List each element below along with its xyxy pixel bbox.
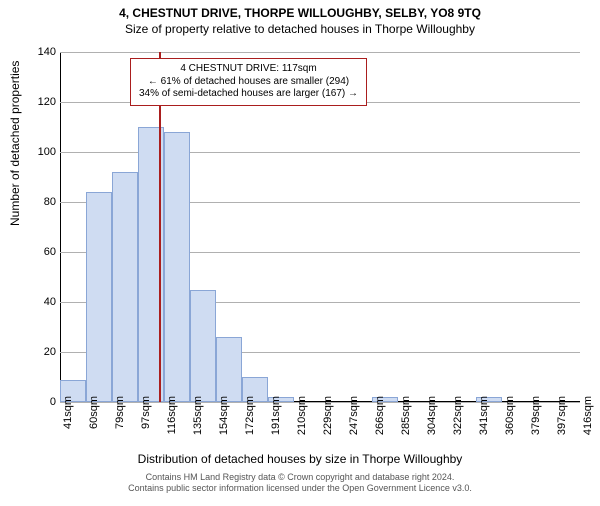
ytick-label: 120 bbox=[28, 96, 56, 108]
ytick-label: 40 bbox=[28, 296, 56, 308]
xtick-label: 60sqm bbox=[88, 396, 100, 429]
chart-subtitle: Size of property relative to detached ho… bbox=[0, 22, 600, 36]
xtick-label: 397sqm bbox=[556, 396, 568, 435]
gridline bbox=[60, 402, 580, 403]
ytick-label: 20 bbox=[28, 346, 56, 358]
xtick-label: 266sqm bbox=[374, 396, 386, 435]
xtick-label: 116sqm bbox=[166, 396, 178, 434]
xtick-label: 135sqm bbox=[192, 396, 204, 435]
x-axis-label: Distribution of detached houses by size … bbox=[0, 452, 600, 466]
annotation-line: 4 CHESTNUT DRIVE: 117sqm bbox=[139, 63, 358, 76]
xtick-label: 172sqm bbox=[244, 396, 256, 435]
y-axis-label: Number of detached properties bbox=[8, 61, 22, 226]
xtick-label: 79sqm bbox=[114, 396, 126, 429]
xtick-label: 360sqm bbox=[504, 396, 516, 435]
ytick-label: 60 bbox=[28, 246, 56, 258]
histogram-bar bbox=[216, 337, 242, 402]
xtick-label: 229sqm bbox=[322, 396, 334, 435]
annotation-line: ← 61% of detached houses are smaller (29… bbox=[139, 76, 358, 89]
chart-title: 4, CHESTNUT DRIVE, THORPE WILLOUGHBY, SE… bbox=[0, 6, 600, 20]
xtick-label: 322sqm bbox=[452, 396, 464, 435]
xtick-label: 379sqm bbox=[530, 396, 542, 435]
ytick-label: 140 bbox=[28, 46, 56, 58]
xtick-label: 191sqm bbox=[270, 396, 282, 435]
annotation-box: 4 CHESTNUT DRIVE: 117sqm← 61% of detache… bbox=[130, 58, 367, 106]
plot-region: 02040608010012014041sqm60sqm79sqm97sqm11… bbox=[60, 52, 580, 402]
ytick-label: 100 bbox=[28, 146, 56, 158]
histogram-bar bbox=[164, 132, 190, 402]
y-axis-line bbox=[60, 52, 61, 402]
xtick-label: 154sqm bbox=[218, 396, 230, 435]
xtick-label: 41sqm bbox=[62, 396, 74, 429]
chart-plot-area: 02040608010012014041sqm60sqm79sqm97sqm11… bbox=[60, 52, 580, 402]
histogram-bar bbox=[190, 290, 216, 403]
footer-line-2: Contains public sector information licen… bbox=[0, 483, 600, 494]
gridline bbox=[60, 52, 580, 53]
xtick-label: 247sqm bbox=[348, 396, 360, 435]
xtick-label: 210sqm bbox=[296, 396, 308, 435]
xtick-label: 341sqm bbox=[478, 396, 490, 435]
histogram-bar bbox=[112, 172, 138, 402]
annotation-line: 34% of semi-detached houses are larger (… bbox=[139, 88, 358, 101]
xtick-label: 416sqm bbox=[582, 396, 594, 435]
ytick-label: 0 bbox=[28, 396, 56, 408]
xtick-label: 285sqm bbox=[400, 396, 412, 435]
histogram-bar bbox=[86, 192, 112, 402]
footer-line-1: Contains HM Land Registry data © Crown c… bbox=[0, 472, 600, 483]
ytick-label: 80 bbox=[28, 196, 56, 208]
xtick-label: 304sqm bbox=[426, 396, 438, 435]
footer-attribution: Contains HM Land Registry data © Crown c… bbox=[0, 472, 600, 494]
xtick-label: 97sqm bbox=[140, 396, 152, 429]
